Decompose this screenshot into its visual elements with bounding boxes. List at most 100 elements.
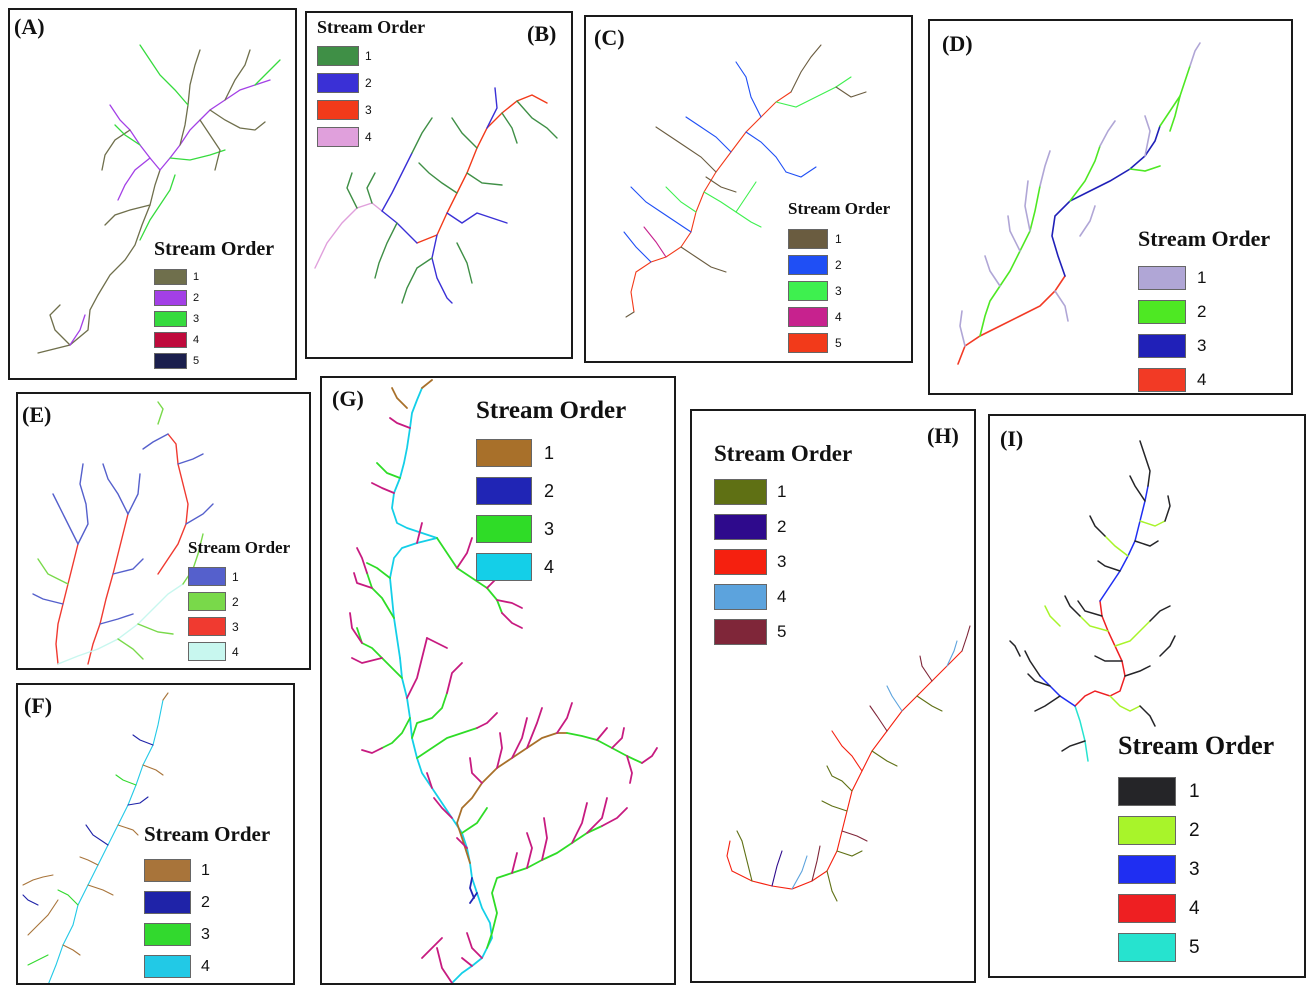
swatch-a-1	[154, 269, 187, 285]
legend-value-g-3: 3	[544, 518, 555, 539]
stream-network-a	[37, 44, 281, 354]
legend-row-c-4: 4	[788, 307, 890, 327]
legend-b: Stream Order 1 2 3 4	[317, 17, 425, 147]
panel-label-b: (B)	[527, 21, 557, 46]
swatch-e-1	[188, 567, 226, 586]
swatch-b-4	[317, 127, 359, 147]
legend-value-c-3: 3	[835, 284, 842, 298]
legend-title-e: Stream Order	[188, 538, 291, 557]
panel-label-d: (D)	[942, 31, 973, 56]
swatch-i-3	[1118, 855, 1176, 884]
stream-network-d	[957, 42, 1201, 365]
legend-a: Stream Order 1 2 3 4 5	[154, 238, 274, 369]
legend-value-a-4: 4	[193, 334, 200, 346]
legend-value-h-2: 2	[777, 517, 787, 536]
stream-network-g	[349, 379, 658, 983]
legend-row-b-2: 2	[317, 73, 425, 93]
legend-row-f-2: 2	[144, 891, 270, 914]
legend-value-h-3: 3	[777, 552, 787, 571]
swatch-d-4	[1138, 368, 1186, 392]
legend-row-d-1: 1	[1138, 266, 1270, 290]
legend-value-b-4: 4	[365, 130, 372, 144]
legend-value-d-1: 1	[1197, 268, 1207, 287]
swatch-g-3	[476, 515, 532, 543]
swatch-f-4	[144, 955, 191, 978]
swatch-i-5	[1118, 933, 1176, 962]
legend-row-a-2: 2	[154, 290, 274, 306]
legend-c: Stream Order 1 2 3 4 5	[788, 199, 890, 353]
swatch-c-2	[788, 255, 828, 275]
legend-row-d-4: 4	[1138, 368, 1270, 392]
legend-i: Stream Order 1 2 3 4 5	[1118, 731, 1274, 962]
swatch-a-4	[154, 332, 187, 348]
legend-value-i-4: 4	[1189, 897, 1200, 919]
stream-network-i	[1009, 440, 1176, 762]
legend-title-g: Stream Order	[476, 397, 627, 424]
swatch-c-3	[788, 281, 828, 301]
swatch-h-4	[714, 584, 767, 610]
legend-value-a-5: 5	[193, 355, 200, 367]
legend-value-d-4: 4	[1197, 370, 1207, 389]
map-panel-d: (D) Stream Order 1 2 3 4	[928, 19, 1293, 395]
legend-value-a-1: 1	[193, 271, 200, 283]
legend-row-i-2: 2	[1118, 816, 1274, 845]
legend-value-e-1: 1	[232, 569, 239, 584]
panel-label-h: (H)	[927, 423, 959, 448]
legend-value-b-3: 3	[365, 103, 372, 117]
legend-value-c-1: 1	[835, 232, 842, 246]
swatch-g-1	[476, 439, 532, 467]
map-panel-e: (E) Stream Order 1 2 3 4	[16, 392, 311, 670]
swatch-a-3	[154, 311, 187, 327]
swatch-b-3	[317, 100, 359, 120]
legend-row-i-5: 5	[1118, 933, 1274, 962]
legend-h: Stream Order 1 2 3 4 5	[714, 441, 852, 645]
swatch-i-4	[1118, 894, 1176, 923]
swatch-c-4	[788, 307, 828, 327]
legend-row-h-3: 3	[714, 549, 852, 575]
legend-title-c: Stream Order	[788, 199, 891, 218]
swatch-h-3	[714, 549, 767, 575]
legend-row-c-1: 1	[788, 229, 890, 249]
legend-row-c-2: 2	[788, 255, 890, 275]
legend-row-e-3: 3	[188, 617, 290, 636]
map-panel-c: (C) Stream Order 1 2 3 4 5	[584, 15, 913, 363]
swatch-d-2	[1138, 300, 1186, 324]
swatch-c-1	[788, 229, 828, 249]
swatch-e-3	[188, 617, 226, 636]
legend-row-b-3: 3	[317, 100, 425, 120]
swatch-h-2	[714, 514, 767, 540]
legend-value-b-2: 2	[365, 76, 372, 90]
legend-value-c-5: 5	[835, 336, 842, 350]
panel-label-i: (I)	[1000, 426, 1024, 451]
swatch-i-1	[1118, 777, 1176, 806]
legend-row-a-4: 4	[154, 332, 274, 348]
legend-value-b-1: 1	[365, 49, 372, 63]
legend-row-i-4: 4	[1118, 894, 1274, 923]
swatch-a-2	[154, 290, 187, 306]
legend-row-g-4: 4	[476, 553, 626, 581]
legend-row-e-4: 4	[188, 642, 290, 661]
legend-value-i-2: 2	[1189, 819, 1200, 841]
legend-row-a-3: 3	[154, 311, 274, 327]
legend-row-g-3: 3	[476, 515, 626, 543]
legend-title-d: Stream Order	[1138, 226, 1271, 251]
stream-network-e	[32, 401, 214, 665]
legend-row-a-5: 5	[154, 353, 274, 369]
legend-title-f: Stream Order	[144, 822, 271, 846]
legend-d: Stream Order 1 2 3 4	[1138, 226, 1270, 392]
swatch-a-5	[154, 353, 187, 369]
legend-value-c-2: 2	[835, 258, 842, 272]
legend-title-a: Stream Order	[154, 238, 275, 260]
stream-network-f	[22, 692, 169, 983]
map-panel-a: (A) Stream Order 1 2 3 4 5	[8, 8, 297, 380]
legend-value-e-3: 3	[232, 619, 239, 634]
legend-row-i-1: 1	[1118, 777, 1274, 806]
legend-row-h-2: 2	[714, 514, 852, 540]
legend-row-c-5: 5	[788, 333, 890, 353]
legend-row-b-4: 4	[317, 127, 425, 147]
swatch-f-1	[144, 859, 191, 882]
legend-row-g-1: 1	[476, 439, 626, 467]
panel-label-a: (A)	[14, 14, 45, 39]
legend-value-i-1: 1	[1189, 780, 1200, 802]
legend-value-a-3: 3	[193, 313, 200, 325]
